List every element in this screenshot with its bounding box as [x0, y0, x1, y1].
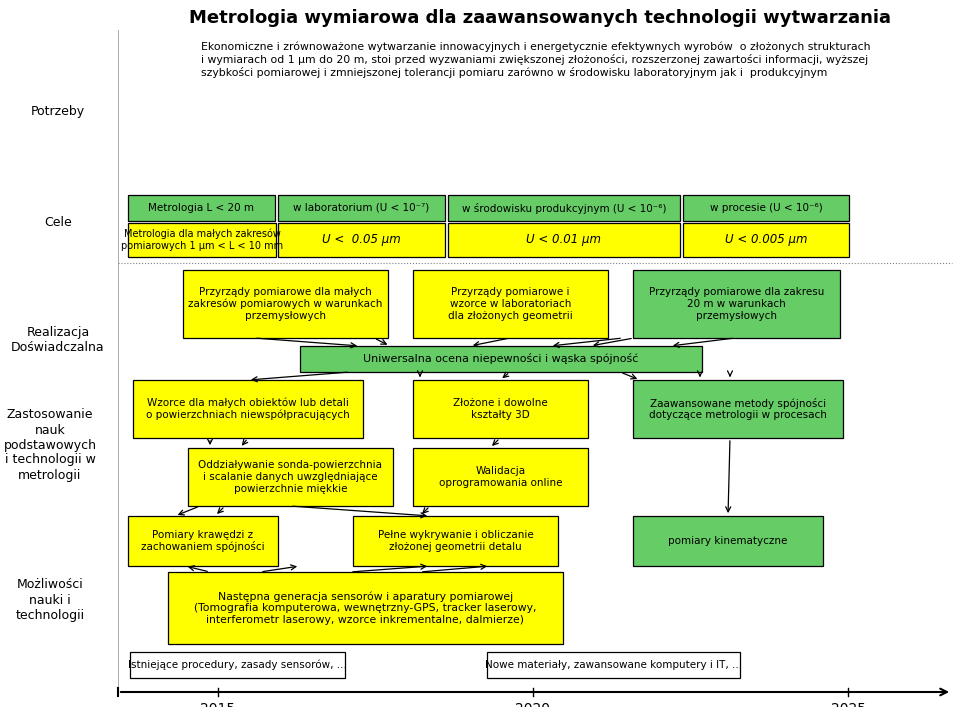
FancyBboxPatch shape — [278, 195, 445, 221]
FancyBboxPatch shape — [633, 380, 843, 438]
Text: Metrologia dla małych zakresów
pomiarowych 1 µm < L < 10 mm: Metrologia dla małych zakresów pomiarowy… — [121, 229, 283, 251]
FancyBboxPatch shape — [487, 652, 740, 678]
Text: Uniwersalna ocena niepewności i wąska spójność: Uniwersalna ocena niepewności i wąska sp… — [363, 354, 638, 365]
FancyBboxPatch shape — [183, 270, 388, 338]
Text: Potrzeby: Potrzeby — [31, 105, 85, 119]
Text: 2020: 2020 — [516, 702, 550, 707]
Text: w laboratorium (U < 10⁻⁷): w laboratorium (U < 10⁻⁷) — [294, 203, 430, 213]
Text: Cele: Cele — [44, 216, 72, 228]
Text: Zastosowanie
nauk
podstawowych
i technologii w
metrologii: Zastosowanie nauk podstawowych i technol… — [4, 409, 97, 481]
FancyBboxPatch shape — [128, 195, 275, 221]
FancyBboxPatch shape — [413, 270, 608, 338]
Text: Pomiary krawędzi z
zachowaniem spójności: Pomiary krawędzi z zachowaniem spójności — [141, 530, 265, 552]
FancyBboxPatch shape — [168, 572, 563, 644]
FancyBboxPatch shape — [413, 448, 588, 506]
FancyBboxPatch shape — [683, 223, 849, 257]
Text: Przyrządy pomiarowe i
wzorce w laboratoriach
dla złożonych geometrii: Przyrządy pomiarowe i wzorce w laborator… — [448, 288, 573, 320]
FancyBboxPatch shape — [278, 223, 445, 257]
Text: Następna generacja sensorów i aparatury pomiarowej
(Tomografia komputerowa, wewn: Następna generacja sensorów i aparatury … — [194, 591, 537, 625]
FancyBboxPatch shape — [128, 516, 278, 566]
Text: Możliwości
nauki i
technologii: Możliwości nauki i technologii — [15, 578, 84, 621]
Text: 2015: 2015 — [201, 702, 235, 707]
Text: Wzorce dla małych obiektów lub detali
o powierzchniach niewspółpracujących: Wzorce dla małych obiektów lub detali o … — [146, 397, 349, 421]
FancyBboxPatch shape — [133, 380, 363, 438]
Text: U < 0.01 µm: U < 0.01 µm — [526, 233, 602, 247]
Text: 2025: 2025 — [830, 702, 866, 707]
FancyBboxPatch shape — [448, 195, 680, 221]
Text: Przyrządy pomiarowe dla małych
zakresów pomiarowych w warunkach
przemysłowych: Przyrządy pomiarowe dla małych zakresów … — [188, 287, 383, 321]
Text: w środowisku produkcyjnym (U < 10⁻⁶): w środowisku produkcyjnym (U < 10⁻⁶) — [462, 202, 666, 214]
Text: Pełne wykrywanie i obliczanie
złożonej geometrii detalu: Pełne wykrywanie i obliczanie złożonej g… — [377, 530, 534, 551]
Text: Metrologia wymiarowa dla zaawansowanych technologii wytwarzania: Metrologia wymiarowa dla zaawansowanych … — [189, 9, 891, 27]
FancyBboxPatch shape — [633, 270, 840, 338]
Text: U < 0.005 µm: U < 0.005 µm — [725, 233, 807, 247]
Text: Nowe materiały, zawansowane komputery i IT, ...: Nowe materiały, zawansowane komputery i … — [485, 660, 742, 670]
FancyBboxPatch shape — [300, 346, 702, 372]
FancyBboxPatch shape — [130, 652, 345, 678]
Text: Zaawansowane metody spójności
dotyczące metrologii w procesach: Zaawansowane metody spójności dotyczące … — [649, 398, 827, 420]
FancyBboxPatch shape — [448, 223, 680, 257]
FancyBboxPatch shape — [683, 195, 849, 221]
Text: Walidacja
oprogramowania online: Walidacja oprogramowania online — [439, 466, 563, 488]
Text: U <  0.05 µm: U < 0.05 µm — [323, 233, 401, 247]
FancyBboxPatch shape — [633, 516, 823, 566]
Text: Przyrządy pomiarowe dla zakresu
20 m w warunkach
przemysłowych: Przyrządy pomiarowe dla zakresu 20 m w w… — [649, 288, 825, 320]
Text: Istniejące procedury, zasady sensorów, ...: Istniejące procedury, zasady sensorów, .… — [128, 660, 347, 670]
Text: Realizacja
Doświadczalna: Realizacja Doświadczalna — [12, 326, 105, 354]
FancyBboxPatch shape — [353, 516, 558, 566]
FancyBboxPatch shape — [413, 380, 588, 438]
Text: Oddziaływanie sonda-powierzchnia
i scalanie danych uwzględniające
powierzchnie m: Oddziaływanie sonda-powierzchnia i scala… — [199, 460, 382, 493]
FancyBboxPatch shape — [188, 448, 393, 506]
Text: pomiary kinematyczne: pomiary kinematyczne — [668, 536, 788, 546]
Text: Ekonomiczne i zrównoważone wytwarzanie innowacyjnych i energetycznie efektywnych: Ekonomiczne i zrównoważone wytwarzanie i… — [202, 42, 871, 78]
Text: Metrologia L < 20 m: Metrologia L < 20 m — [149, 203, 254, 213]
Text: Złożone i dowolne
kształty 3D: Złożone i dowolne kształty 3D — [453, 398, 548, 420]
FancyBboxPatch shape — [128, 223, 276, 257]
Text: w procesie (U < 10⁻⁶): w procesie (U < 10⁻⁶) — [709, 203, 823, 213]
